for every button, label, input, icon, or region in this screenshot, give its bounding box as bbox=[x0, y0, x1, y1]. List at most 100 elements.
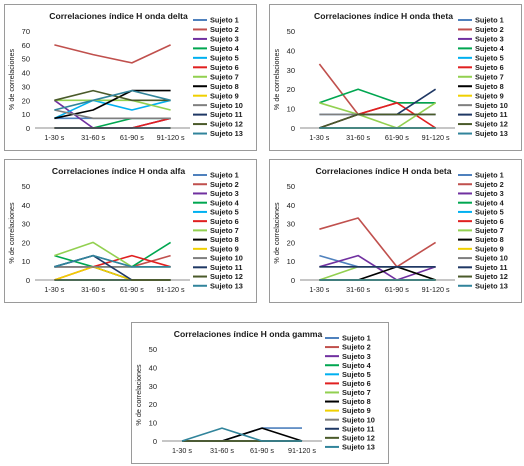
legend-label-2: Sujeto 2 bbox=[210, 180, 239, 189]
legend-label-5: Sujeto 5 bbox=[475, 208, 504, 217]
x-tick-label: 31-60 s bbox=[346, 285, 370, 294]
legend-label-6: Sujeto 6 bbox=[475, 63, 504, 72]
series-line-6 bbox=[319, 102, 437, 129]
chart-title: Correlaciones índice H onda alfa bbox=[52, 166, 185, 176]
y-tick-label: 50 bbox=[149, 345, 157, 354]
series-line-3 bbox=[319, 254, 436, 281]
series-line-2 bbox=[318, 63, 436, 116]
legend-label-5: Sujeto 5 bbox=[210, 53, 239, 62]
legend-label-2: Sujeto 2 bbox=[342, 343, 371, 352]
x-tick-label: 91-120 s bbox=[288, 446, 316, 455]
y-tick-label: 0 bbox=[291, 124, 295, 133]
x-tick-label: 1-30 s bbox=[44, 133, 64, 142]
legend-label-9: Sujeto 9 bbox=[210, 91, 239, 100]
legend-label-11: Sujeto 11 bbox=[342, 424, 374, 433]
legend-label-2: Sujeto 2 bbox=[475, 180, 504, 189]
legend-label-13: Sujeto 13 bbox=[210, 129, 243, 138]
legend-label-4: Sujeto 4 bbox=[475, 44, 505, 53]
y-tick-label: 0 bbox=[153, 437, 157, 446]
legend-label-4: Sujeto 4 bbox=[475, 198, 505, 207]
y-tick-label: 30 bbox=[22, 82, 30, 91]
y-tick-label: 50 bbox=[287, 182, 295, 191]
legend-label-11: Sujeto 11 bbox=[210, 110, 242, 119]
x-tick-label: 61-90 s bbox=[120, 285, 144, 294]
legend-label-6: Sujeto 6 bbox=[475, 217, 504, 226]
x-tick-label: 31-60 s bbox=[81, 133, 105, 142]
series-line-13 bbox=[181, 427, 302, 442]
chart-panel-alfa: Correlaciones índice H onda alfa % de cor… bbox=[4, 159, 257, 303]
x-tick-label: 31-60 s bbox=[210, 446, 234, 455]
legend-label-1: Sujeto 1 bbox=[475, 16, 504, 25]
x-tick-label: 31-60 s bbox=[81, 285, 105, 294]
y-tick-label: 0 bbox=[26, 276, 30, 285]
legend-label-6: Sujeto 6 bbox=[210, 63, 239, 72]
legend-label-5: Sujeto 5 bbox=[475, 53, 504, 62]
x-tick-label: 61-90 s bbox=[250, 446, 274, 455]
x-tick-label: 1-30 s bbox=[44, 285, 64, 294]
legend-label-12: Sujeto 12 bbox=[475, 120, 508, 129]
legend-label-13: Sujeto 13 bbox=[475, 129, 508, 138]
y-axis-label: % de correlaciones bbox=[134, 364, 143, 426]
legend-label-3: Sujeto 3 bbox=[475, 35, 504, 44]
y-tick-label: 40 bbox=[149, 363, 157, 372]
y-tick-label: 30 bbox=[149, 382, 157, 391]
y-tick-label: 40 bbox=[287, 201, 295, 210]
legend-label-11: Sujeto 11 bbox=[210, 263, 242, 272]
x-tick-label: 91-120 s bbox=[157, 285, 185, 294]
legend-label-13: Sujeto 13 bbox=[475, 281, 508, 290]
legend-label-1: Sujeto 1 bbox=[210, 16, 239, 25]
legend-label-2: Sujeto 2 bbox=[475, 25, 504, 34]
x-tick-label: 91-120 s bbox=[157, 133, 185, 142]
chart-theta: Correlaciones índice H onda theta % de co… bbox=[272, 11, 508, 142]
legend-label-12: Sujeto 12 bbox=[342, 433, 375, 442]
y-tick-label: 60 bbox=[22, 41, 30, 50]
legend-label-2: Sujeto 2 bbox=[210, 25, 239, 34]
legend-label-8: Sujeto 8 bbox=[210, 235, 239, 244]
chart-panel-gamma: Correlaciones índice H onda gamma % de co… bbox=[131, 322, 389, 464]
chart-delta: Correlaciones índice H onda delta % de co… bbox=[7, 11, 243, 142]
chart-title: Correlaciones índice H onda gamma bbox=[174, 329, 323, 339]
legend-label-4: Sujeto 4 bbox=[210, 198, 240, 207]
series-line-7 bbox=[54, 241, 171, 268]
series-line-2 bbox=[319, 217, 437, 268]
legend-label-5: Sujeto 5 bbox=[210, 208, 239, 217]
chart-panel-beta: Correlaciones índice H onda beta % de cor… bbox=[269, 159, 522, 303]
chart-panel-delta: Correlaciones índice H onda delta % de co… bbox=[4, 4, 257, 151]
x-tick-label: 1-30 s bbox=[309, 285, 329, 294]
x-tick-label: 91-120 s bbox=[422, 133, 450, 142]
legend-label-12: Sujeto 12 bbox=[475, 272, 508, 281]
legend-label-8: Sujeto 8 bbox=[475, 82, 504, 91]
y-tick-label: 10 bbox=[287, 257, 295, 266]
y-tick-label: 10 bbox=[22, 257, 30, 266]
legend-label-11: Sujeto 11 bbox=[475, 263, 507, 272]
y-tick-label: 50 bbox=[287, 27, 295, 36]
legend-label-7: Sujeto 7 bbox=[210, 72, 239, 81]
y-tick-label: 20 bbox=[287, 85, 295, 94]
y-tick-label: 20 bbox=[287, 238, 295, 247]
y-axis-label: % de correlaciones bbox=[7, 49, 16, 111]
series-line-10 bbox=[54, 109, 171, 120]
x-tick-label: 61-90 s bbox=[120, 133, 144, 142]
x-tick-label: 1-30 s bbox=[309, 133, 329, 142]
y-tick-label: 70 bbox=[22, 27, 30, 36]
y-tick-label: 10 bbox=[287, 105, 295, 114]
x-tick-label: 61-90 s bbox=[385, 285, 409, 294]
legend-label-3: Sujeto 3 bbox=[475, 189, 504, 198]
chart-title: Correlaciones índice H onda delta bbox=[49, 11, 188, 21]
y-tick-label: 50 bbox=[22, 182, 30, 191]
series-line-12 bbox=[319, 113, 436, 129]
y-tick-label: 40 bbox=[22, 69, 30, 78]
y-axis-label: % de correlaciones bbox=[272, 202, 281, 264]
legend-label-7: Sujeto 7 bbox=[342, 388, 371, 397]
series-line-11 bbox=[54, 254, 171, 281]
legend-label-7: Sujeto 7 bbox=[475, 72, 504, 81]
legend-label-5: Sujeto 5 bbox=[342, 370, 371, 379]
chart-alfa: Correlaciones índice H onda alfa % de cor… bbox=[7, 166, 243, 294]
series-line-9 bbox=[54, 266, 171, 281]
legend-label-6: Sujeto 6 bbox=[342, 379, 371, 388]
y-tick-label: 10 bbox=[22, 110, 30, 119]
legend-label-3: Sujeto 3 bbox=[342, 352, 371, 361]
y-tick-label: 30 bbox=[287, 66, 295, 75]
legend-label-11: Sujeto 11 bbox=[475, 110, 507, 119]
legend-label-10: Sujeto 10 bbox=[475, 101, 508, 110]
